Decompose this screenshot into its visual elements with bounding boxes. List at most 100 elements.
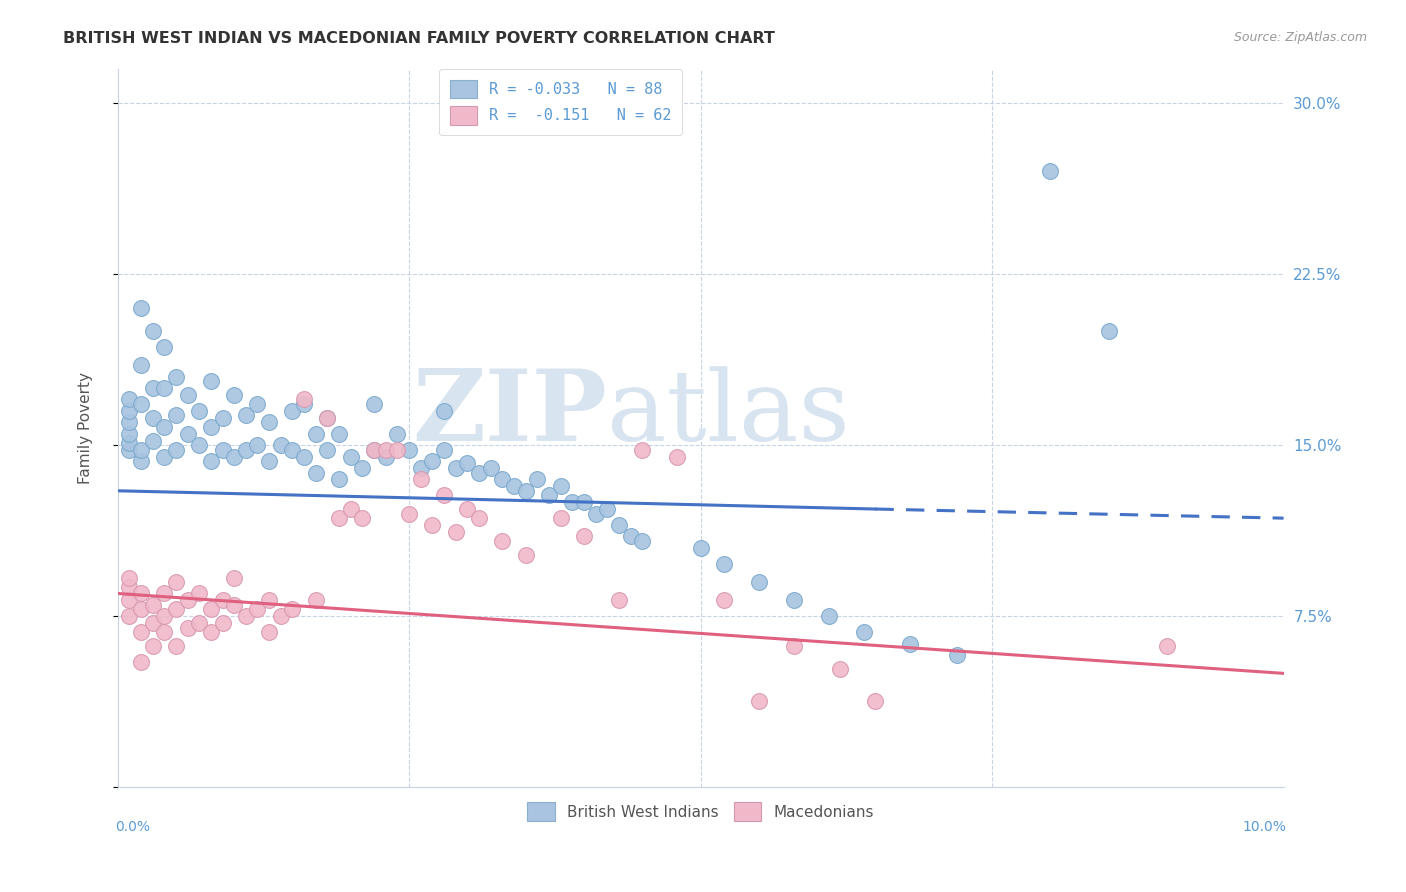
Point — [270, 609, 292, 624]
Point — [200, 454, 222, 468]
Point — [363, 442, 385, 457]
Point — [153, 609, 176, 624]
Point — [118, 435, 141, 450]
Point — [328, 426, 350, 441]
Point — [409, 461, 432, 475]
Point — [118, 415, 141, 429]
Point — [1039, 164, 1062, 178]
Point — [257, 625, 280, 640]
Point — [153, 420, 176, 434]
Point — [328, 511, 350, 525]
Text: Source: ZipAtlas.com: Source: ZipAtlas.com — [1233, 31, 1367, 45]
Point — [129, 442, 152, 457]
Point — [433, 442, 456, 457]
Point — [165, 442, 187, 457]
Point — [176, 593, 198, 607]
Point — [118, 426, 141, 441]
Point — [444, 461, 467, 475]
Point — [188, 438, 211, 452]
Point — [783, 593, 806, 607]
Point — [305, 426, 328, 441]
Point — [607, 593, 630, 607]
Point — [235, 442, 257, 457]
Point — [783, 639, 806, 653]
Point — [515, 483, 537, 498]
Point — [830, 662, 852, 676]
Point — [257, 415, 280, 429]
Point — [1156, 639, 1178, 653]
Point — [666, 450, 689, 464]
Point — [748, 694, 770, 708]
Text: atlas: atlas — [607, 366, 851, 461]
Point — [398, 507, 420, 521]
Point — [188, 404, 211, 418]
Point — [689, 541, 711, 555]
Point — [224, 388, 246, 402]
Point — [176, 621, 198, 635]
Point — [153, 625, 176, 640]
Text: 0.0%: 0.0% — [115, 820, 150, 834]
Point — [865, 694, 887, 708]
Point — [200, 420, 222, 434]
Point — [165, 409, 187, 423]
Point — [142, 381, 165, 395]
Point — [422, 518, 444, 533]
Point — [352, 461, 374, 475]
Point — [468, 511, 491, 525]
Point — [142, 616, 165, 631]
Point — [363, 397, 385, 411]
Point — [479, 461, 502, 475]
Point — [433, 404, 456, 418]
Point — [631, 533, 654, 548]
Point — [631, 442, 654, 457]
Point — [165, 639, 187, 653]
Point — [118, 593, 141, 607]
Point — [129, 301, 152, 315]
Point — [468, 466, 491, 480]
Point — [339, 450, 361, 464]
Text: ZIP: ZIP — [412, 365, 607, 462]
Point — [153, 340, 176, 354]
Point — [281, 602, 304, 616]
Point — [550, 479, 572, 493]
Point — [200, 625, 222, 640]
Point — [142, 324, 165, 338]
Point — [270, 438, 292, 452]
Point — [456, 502, 478, 516]
Point — [118, 442, 141, 457]
Point — [129, 625, 152, 640]
Point — [316, 410, 339, 425]
Point — [387, 442, 409, 457]
Point — [246, 438, 269, 452]
Text: BRITISH WEST INDIAN VS MACEDONIAN FAMILY POVERTY CORRELATION CHART: BRITISH WEST INDIAN VS MACEDONIAN FAMILY… — [63, 31, 775, 46]
Point — [118, 570, 141, 584]
Point — [515, 548, 537, 562]
Point — [165, 369, 187, 384]
Point — [257, 454, 280, 468]
Point — [246, 397, 269, 411]
Point — [165, 575, 187, 590]
Point — [491, 533, 513, 548]
Point — [246, 602, 269, 616]
Point — [433, 488, 456, 502]
Point — [118, 404, 141, 418]
Point — [211, 442, 233, 457]
Point — [456, 456, 478, 470]
Point — [817, 609, 839, 624]
Point — [713, 557, 735, 571]
Point — [374, 450, 396, 464]
Point — [235, 409, 257, 423]
Point — [946, 648, 969, 662]
Point — [129, 586, 152, 600]
Point — [374, 442, 396, 457]
Point — [561, 495, 583, 509]
Point — [211, 410, 233, 425]
Point — [257, 593, 280, 607]
Point — [129, 602, 152, 616]
Point — [316, 442, 339, 457]
Point — [607, 518, 630, 533]
Point — [188, 586, 211, 600]
Legend: British West Indians, Macedonians: British West Indians, Macedonians — [517, 793, 883, 830]
Point — [129, 358, 152, 372]
Point — [165, 602, 187, 616]
